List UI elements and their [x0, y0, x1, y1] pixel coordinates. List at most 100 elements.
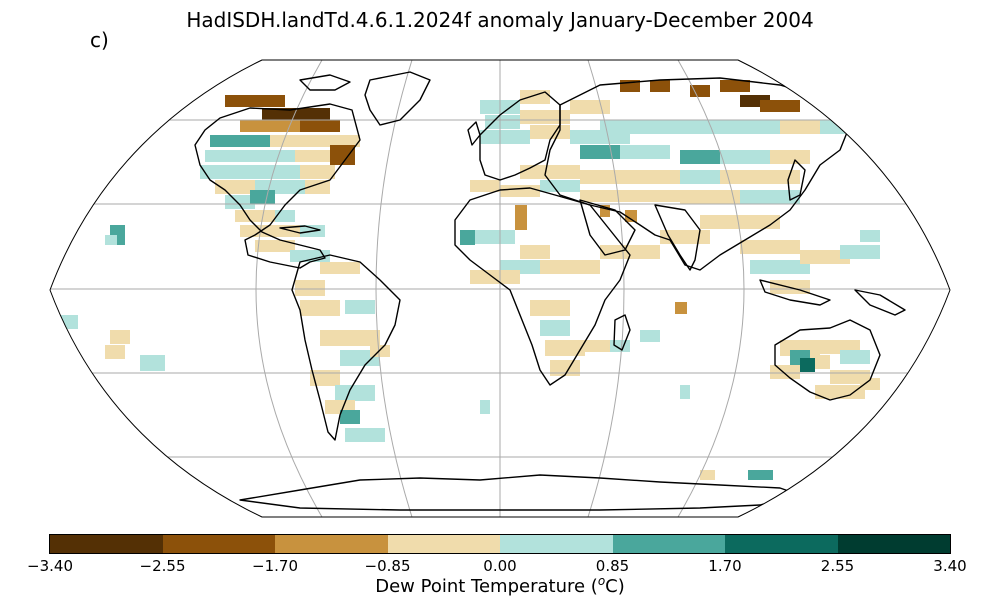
- anomaly-grid-box: [225, 95, 285, 107]
- anomaly-grid-box: [320, 262, 360, 274]
- anomaly-grid-box: [475, 230, 515, 244]
- colorbar-segment: [162, 535, 275, 553]
- colorbar-label-degree: o: [597, 574, 606, 588]
- anomaly-grid-box: [600, 205, 610, 217]
- colorbar-tick-label: −2.55: [139, 557, 186, 575]
- colorbar-tick-label: 0.00: [483, 557, 517, 575]
- anomaly-grid-box: [320, 330, 380, 346]
- anomaly-grid-box: [305, 180, 330, 194]
- anomaly-grid-box: [660, 120, 720, 134]
- anomaly-grid-box: [675, 302, 687, 314]
- anomaly-grid-box: [485, 115, 520, 129]
- anomaly-grid-box: [770, 365, 800, 379]
- colorbar-label: Dew Point Temperature (oC): [0, 574, 1000, 597]
- anomaly-grid-box: [580, 170, 620, 184]
- anomaly-grid-box: [520, 245, 550, 259]
- anomaly-grid-box: [520, 110, 570, 124]
- colorbar-tick-label: −1.70: [252, 557, 298, 575]
- colorbar-segment: [50, 535, 163, 553]
- anomaly-grid-box: [700, 470, 715, 480]
- anomaly-grid-box: [820, 120, 845, 134]
- anomaly-grid-box: [340, 410, 360, 424]
- anomaly-grid-box: [300, 120, 340, 132]
- anomaly-grid-box: [300, 165, 335, 179]
- anomaly-grid-box: [240, 120, 300, 132]
- anomaly-grid-box: [235, 210, 275, 222]
- anomaly-grid-box: [110, 330, 130, 344]
- anomaly-grid-box: [520, 165, 580, 179]
- anomaly-grid-box: [105, 235, 117, 245]
- colorbar-tick-label: −3.40: [27, 557, 73, 575]
- figure-title: HadISDH.landTd.4.6.1.2024f anomaly Janua…: [186, 8, 814, 32]
- anomaly-grid-box: [470, 270, 520, 284]
- anomaly-grid-box: [105, 345, 125, 359]
- colorbar: [49, 534, 951, 554]
- anomaly-grid-box: [620, 145, 670, 159]
- colorbar-ticks: −3.40 −2.55 −1.70 −0.85 0.00 0.85 1.70 2.55 3.40: [0, 557, 1000, 577]
- colorbar-segment: [275, 535, 388, 553]
- anomaly-grid-box: [740, 240, 800, 254]
- panel-label: c): [90, 28, 109, 52]
- anomaly-grid-box: [760, 100, 800, 112]
- anomaly-grid-box: [205, 150, 245, 162]
- anomaly-grid-box: [860, 378, 880, 390]
- colorbar-tick-label: 2.55: [820, 557, 855, 575]
- anomaly-grid-box: [470, 180, 500, 192]
- anomaly-grid-box: [295, 150, 330, 162]
- colorbar-tick-label: 3.40: [933, 557, 967, 575]
- anomaly-grid-box: [570, 100, 610, 114]
- anomaly-grid-box: [275, 210, 295, 222]
- colorbar-tick-label: 1.70: [708, 557, 742, 575]
- anomaly-grid-box: [530, 125, 570, 139]
- anomaly-grid-box: [650, 80, 670, 92]
- anomaly-grid-box: [310, 370, 340, 386]
- colorbar-segment: [500, 535, 613, 553]
- colorbar-tick-label: 0.85: [595, 557, 630, 575]
- anomaly-grid-boxes: [50, 80, 880, 480]
- anomaly-grid-box: [300, 300, 340, 316]
- anomaly-grid-box: [600, 245, 660, 259]
- anomaly-grid-box: [720, 150, 770, 164]
- map-boundary: [49, 59, 951, 518]
- anomaly-grid-box: [480, 130, 530, 144]
- anomaly-grid-box: [210, 135, 270, 147]
- anomaly-grid-box: [600, 120, 660, 134]
- anomaly-grid-box: [700, 215, 780, 229]
- anomaly-grid-box: [345, 428, 385, 442]
- anomaly-grid-box: [262, 108, 302, 120]
- anomaly-grid-box: [800, 358, 815, 372]
- anomaly-grid-box: [740, 190, 800, 204]
- anomaly-grid-box: [610, 340, 630, 352]
- anomaly-grid-box: [780, 120, 830, 134]
- anomaly-grid-box: [530, 300, 570, 316]
- colorbar-segment: [725, 535, 838, 553]
- anomaly-grid-box: [860, 230, 880, 242]
- anomaly-grid-box: [460, 230, 475, 245]
- anomaly-grid-box: [345, 300, 375, 314]
- anomaly-grid-box: [720, 120, 780, 134]
- anomaly-grid-box: [550, 360, 580, 376]
- anomaly-grid-box: [260, 165, 300, 179]
- anomaly-grid-box: [250, 190, 275, 204]
- anomaly-grid-box: [625, 210, 637, 222]
- anomaly-grid-box: [770, 150, 810, 164]
- anomaly-grid-box: [750, 260, 810, 274]
- anomaly-grid-box: [540, 260, 600, 274]
- colorbar-segment: [837, 535, 950, 553]
- anomaly-grid-box: [60, 345, 74, 359]
- anomaly-grid-box: [580, 190, 640, 202]
- anomaly-grid-box: [330, 135, 360, 147]
- anomaly-grid-box: [580, 145, 620, 159]
- anomaly-grid-box: [800, 250, 850, 264]
- anomaly-grid-box: [690, 85, 710, 97]
- anomaly-grid-box: [680, 385, 690, 399]
- anomaly-grid-box: [640, 330, 660, 342]
- anomaly-grid-box: [545, 340, 585, 356]
- colorbar-segment: [387, 535, 500, 553]
- anomaly-grid-box: [620, 170, 680, 184]
- anomaly-grid-box: [640, 190, 680, 202]
- anomaly-grid-box: [680, 190, 740, 204]
- colorbar-label-prefix: Dew Point Temperature (: [375, 576, 598, 597]
- anomaly-grid-box: [720, 80, 750, 92]
